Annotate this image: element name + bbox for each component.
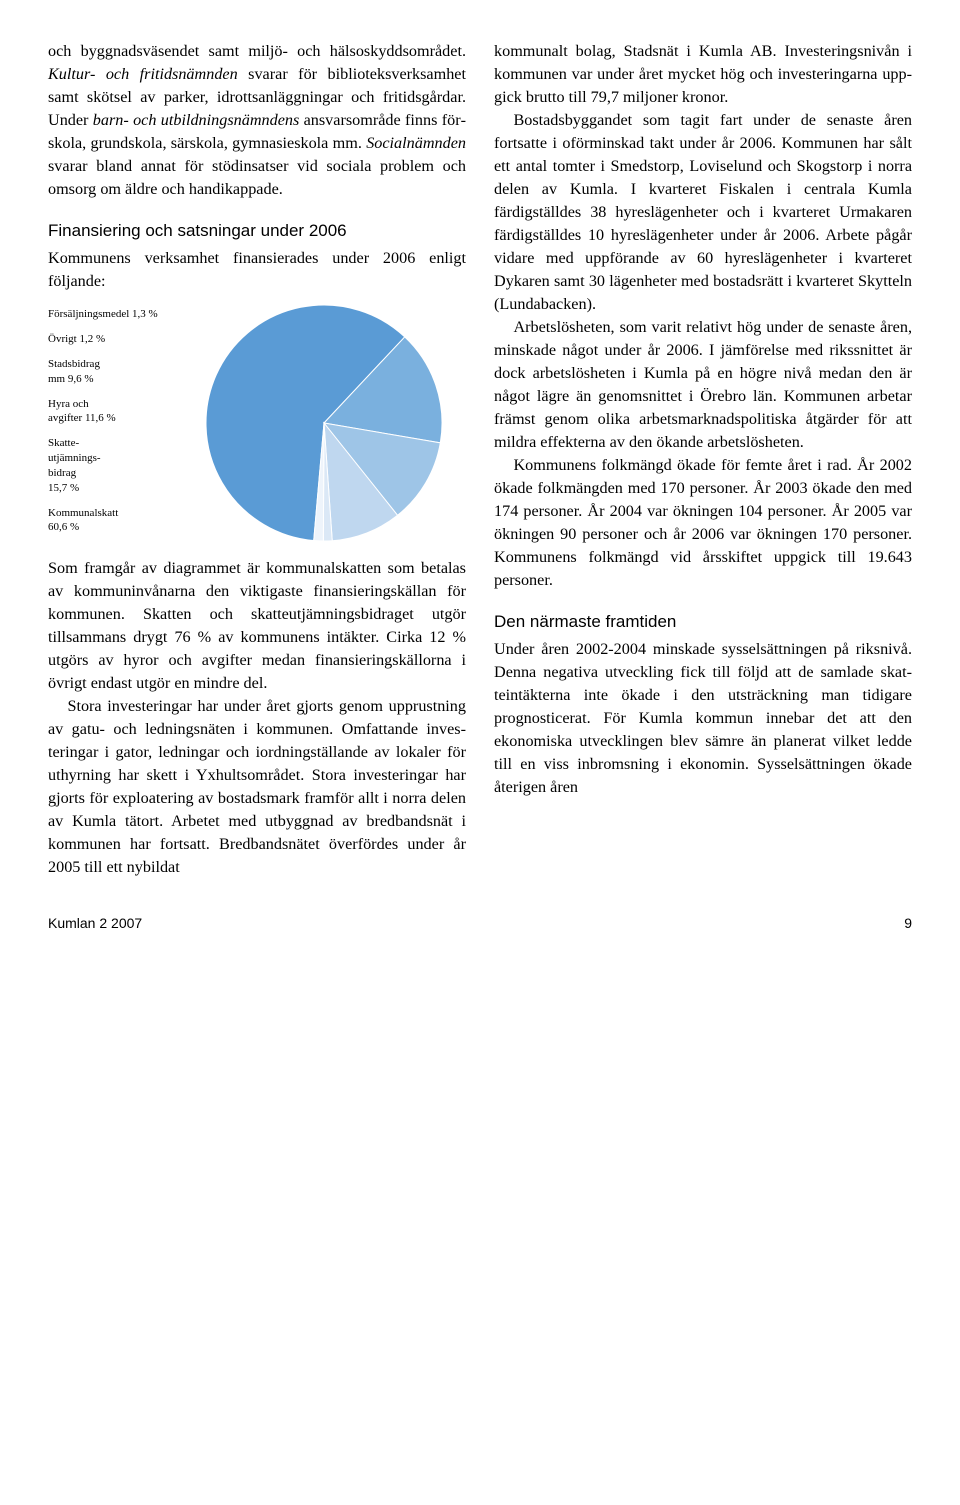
pie-legend-item: Skatte- utjämnings- bidrag 15,7 % (48, 436, 198, 495)
right-p2: Bostadsbyggandet som tagit fart under de… (494, 109, 912, 316)
pie-chart-block: Försäljningsmedel 1,3 % Övrigt 1,2 % Stads… (48, 303, 466, 543)
right-p5: Under åren 2002-2004 minskade syssel­sät… (494, 638, 912, 799)
two-column-layout: och byggnadsväsendet samt miljö- och häl… (48, 40, 912, 879)
right-p1: kommunalt bolag, Stadsnät i Kumla AB. In… (494, 40, 912, 109)
right-body: kommunalt bolag, Stadsnät i Kumla AB. In… (494, 40, 912, 799)
page-footer: Kumlan 2 2007 9 (48, 915, 912, 931)
pie-legend-item: Stadsbidrag mm 9,6 % (48, 357, 198, 387)
left-p4: Stora investeringar har under året gjort… (48, 695, 466, 879)
pie-legend-item: Hyra och avgifter 11,6 % (48, 397, 198, 427)
right-p4: Kommunens folkmängd ökade för femte året… (494, 454, 912, 592)
right-column: kommunalt bolag, Stadsnät i Kumla AB. In… (494, 40, 912, 879)
heading-finansiering: Finansiering och satsningar under 2006 (48, 219, 466, 243)
pie-legend-item: Övrigt 1,2 % (48, 332, 198, 347)
left-p1: och byggnadsväsendet samt miljö- och häl… (48, 40, 466, 201)
left-p3: Som framgår av diagrammet är kommunal­sk… (48, 557, 466, 695)
heading-framtiden: Den närmaste framtiden (494, 610, 912, 634)
pie-legend-item: Försäljningsmedel 1,3 % (48, 307, 198, 322)
left-column: och byggnadsväsendet samt miljö- och häl… (48, 40, 466, 879)
pie-legend: Försäljningsmedel 1,3 % Övrigt 1,2 % Stads… (48, 303, 198, 535)
right-p3: Arbetslösheten, som varit relativt hög u… (494, 316, 912, 454)
pie-wrap (198, 303, 466, 543)
footer-left: Kumlan 2 2007 (48, 915, 142, 931)
pie-chart (204, 303, 444, 543)
footer-right: 9 (904, 915, 912, 931)
left-body: och byggnadsväsendet samt miljö- och häl… (48, 40, 466, 879)
pie-legend-item: Kommunalskatt 60,6 % (48, 506, 198, 536)
left-p2: Kommunens verksamhet finansierades under… (48, 247, 466, 293)
